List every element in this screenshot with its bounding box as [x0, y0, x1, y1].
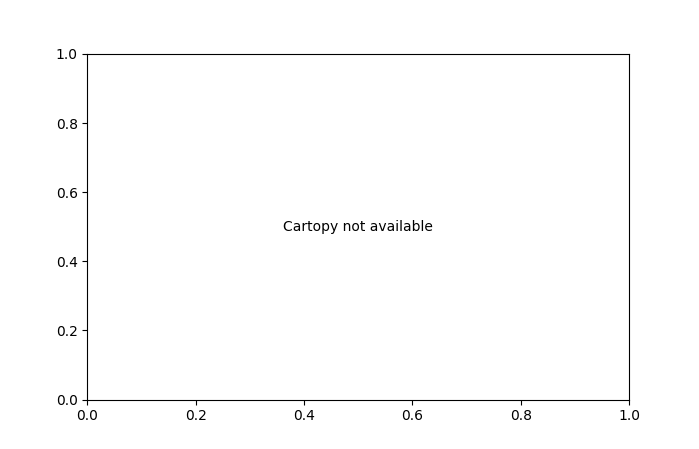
Text: Cartopy not available: Cartopy not available — [283, 220, 433, 234]
